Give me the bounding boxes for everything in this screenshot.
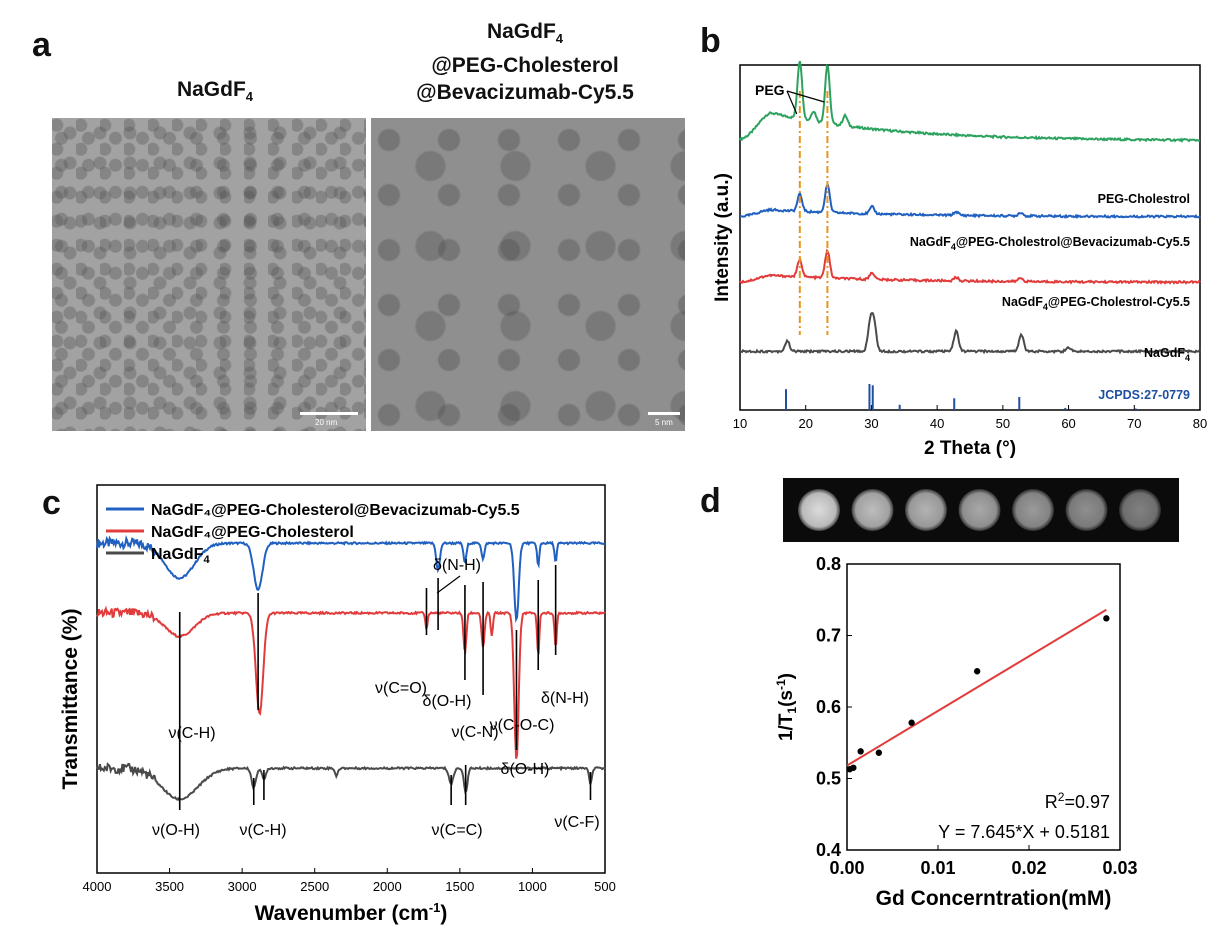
y-tick-label: 0.8	[816, 554, 841, 574]
series-label: NaGdF4@PEG-Cholestrol-Cy5.5	[1002, 295, 1190, 312]
fit-equation-label: Y = 7.645*X + 0.5181	[938, 822, 1110, 842]
series-label: NaGdF4@PEG-Cholestrol@Bevacizumab-Cy5.5	[910, 235, 1190, 252]
y-axis-title: Transmittance (%)	[59, 609, 82, 790]
series-line	[96, 605, 606, 759]
legend-label: NaGdF₄@PEG-Cholesterol@Bevacizumab-Cy5.5	[151, 502, 520, 519]
x-tick-label: 30	[864, 416, 878, 431]
phantom-well	[958, 489, 1001, 531]
data-point	[908, 719, 915, 726]
tem-image-nagdf4: 20 nm	[52, 118, 366, 431]
series-line	[739, 60, 1201, 144]
panel-letter-d: d	[700, 482, 721, 520]
x-tick-label: 60	[1061, 416, 1075, 431]
phantom-well	[851, 489, 894, 531]
phantom-well	[1012, 489, 1054, 531]
scale-bar	[648, 412, 680, 415]
x-tick-label: 2000	[373, 879, 402, 894]
legend-label: NaGdF₄@PEG-Cholesterol	[151, 524, 354, 541]
xrd-chart: 10 20 30 40 50 60 70 80 2 Theta (°) Intensity (a.…	[712, 60, 1207, 459]
tem-title-right: NaGdF4 @PEG-Cholesterol @Bevacizumab-Cy5…	[416, 20, 634, 105]
band-assignment-label: δ(N-H)	[541, 690, 589, 707]
x-tick-label: 1500	[445, 879, 474, 894]
x-tick-label: 0.00	[829, 858, 864, 878]
x-axis-title: Gd Concerntration(mM)	[876, 887, 1112, 910]
series-line	[96, 762, 606, 802]
x-tick-label: 1000	[518, 879, 547, 894]
mri-phantom-strip	[783, 478, 1179, 542]
data-point	[973, 668, 981, 675]
x-tick-label: 2500	[300, 879, 329, 894]
y-tick-label: 0.4	[816, 840, 841, 860]
peg-arrow	[786, 90, 798, 115]
series-label: PEG-Cholestrol	[1098, 192, 1190, 206]
series-line	[739, 311, 1201, 355]
band-assignment-label: ν(C-H)	[239, 822, 286, 839]
x-tick-label: 80	[1193, 416, 1207, 431]
y-tick-label: 0.5	[816, 769, 841, 789]
plot-frame	[96, 484, 606, 874]
data-point	[850, 764, 857, 771]
x-tick-label: 40	[930, 416, 944, 431]
panel-letter-a: a	[32, 26, 51, 64]
phantom-well	[798, 489, 840, 531]
peg-label: PEG	[755, 82, 785, 98]
x-tick-label: 0.02	[1011, 858, 1046, 878]
series-line	[96, 534, 606, 624]
band-assignment-label: ν(O-H)	[152, 822, 200, 839]
reference-label: JCPDS:27-0779	[1098, 388, 1190, 402]
band-assignment-label: ν(C=C)	[431, 822, 482, 839]
tem-image-coated: 5 nm	[371, 118, 685, 431]
x-tick-label: 0.03	[1102, 858, 1137, 878]
x-tick-label: 3500	[155, 879, 184, 894]
fit-line	[846, 608, 1107, 767]
x-tick-label: 10	[733, 416, 747, 431]
y-axis-title: Intensity (a.u.)	[712, 173, 733, 302]
data-point	[1103, 615, 1110, 622]
tem-title-left: NaGdF4	[176, 78, 254, 105]
x-tick-label: 3000	[228, 879, 257, 894]
phantom-well	[1065, 489, 1108, 531]
series-label: NaGdF4	[1144, 346, 1190, 363]
plot-frame	[739, 64, 1201, 411]
band-assignment-label: ν(C-O-C)	[490, 717, 555, 734]
y-tick-label: 0.6	[816, 697, 841, 717]
y-axis-title: 1/T1(s-1)	[774, 673, 799, 741]
x-tick-label: 20	[798, 416, 812, 431]
panel-letter-c: c	[42, 484, 61, 522]
band-assignment-label: δ(N-H)	[433, 557, 481, 574]
series-line	[739, 248, 1201, 285]
scale-bar-label: 20 nm	[315, 418, 338, 427]
annotation-arrow	[436, 575, 461, 594]
x-tick-label: 0.01	[920, 858, 955, 878]
phantom-well	[1119, 489, 1161, 531]
x-axis-title: 2 Theta (°)	[924, 438, 1016, 459]
band-assignment-label: ν(C-N)	[451, 724, 498, 741]
panel-letter-b: b	[700, 22, 721, 60]
y-tick-label: 0.7	[816, 626, 841, 646]
x-axis-title: Wavenumber (cm-1)	[255, 900, 448, 925]
legend-label: NaGdF4	[151, 546, 210, 566]
band-assignment-label: δ(O-H)	[423, 693, 472, 710]
series-line	[740, 184, 1201, 220]
x-tick-label: 4000	[83, 879, 112, 894]
band-assignment-label: ν(C-H)	[168, 725, 215, 742]
phantom-well	[905, 489, 947, 531]
scale-bar-label: 5 nm	[655, 418, 673, 427]
peg-arrow	[786, 90, 825, 103]
band-assignment-label: ν(C-F)	[554, 814, 599, 831]
scale-bar	[300, 412, 358, 415]
band-assignment-label: δ(O-H)	[501, 761, 550, 778]
data-point	[875, 749, 883, 756]
ftir-chart: 4000 3500 3000 2500 2000 1500 1000 500 Wavenumbe…	[59, 484, 616, 925]
relaxivity-chart: 0.00 0.01 0.02 0.03 0.4 0.5 0.6 0.7 0.8 Gd Concer…	[774, 554, 1138, 910]
x-tick-label: 50	[996, 416, 1010, 431]
r-squared-label: R2=0.97	[1045, 790, 1110, 812]
band-assignment-label: ν(C=O)	[375, 680, 427, 697]
x-tick-label: 70	[1127, 416, 1141, 431]
data-point	[857, 748, 864, 755]
x-tick-label: 500	[594, 879, 616, 894]
